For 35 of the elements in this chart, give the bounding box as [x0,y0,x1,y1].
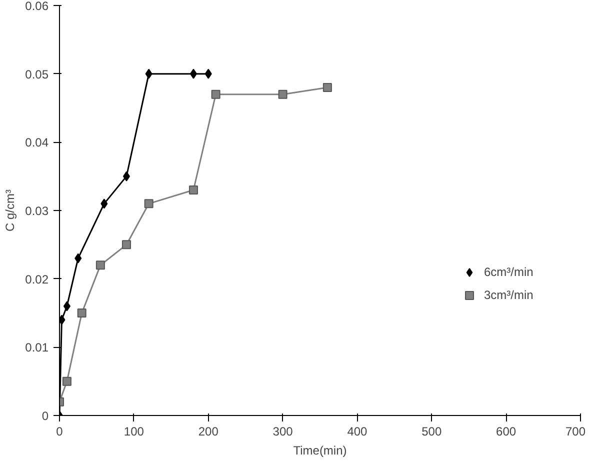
point [96,260,105,270]
x-axis-title: Time(min) [293,444,347,458]
legend-label: 3cm³/min [484,288,534,302]
y-tick-label: 0 [42,409,49,423]
point [211,90,220,99]
y-tick-label: 0.05 [25,67,49,82]
x-tick-label: 700 [565,424,586,438]
point [100,198,108,209]
y-tick-label: 0.03 [25,204,49,218]
point [145,68,152,79]
point [278,90,288,99]
point [190,68,197,79]
y-axis-title: C g/cm³ [3,189,18,232]
point [322,83,332,92]
y-tick-label: 0.04 [25,136,49,150]
x-tick-label: 200 [198,424,219,438]
point [204,68,212,79]
point [63,301,70,312]
point [144,199,154,208]
point [122,171,130,182]
x-tick-label: 300 [272,424,294,438]
x-tick-label: 600 [496,424,516,438]
point [188,186,198,194]
point [122,240,131,250]
x-tick-label: 500 [422,424,442,438]
x-tick-label: 100 [124,424,144,438]
point [74,253,82,264]
x-tick-label: 0 [56,424,64,438]
y-tick-label: 0.01 [25,340,49,355]
x-tick-label: 400 [347,424,368,438]
legend-label: 6cm³/min [484,265,534,279]
point [62,376,72,386]
y-tick-label: 0.02 [25,272,49,286]
point [77,308,86,318]
y-tick-label: 0.06 [25,0,49,13]
